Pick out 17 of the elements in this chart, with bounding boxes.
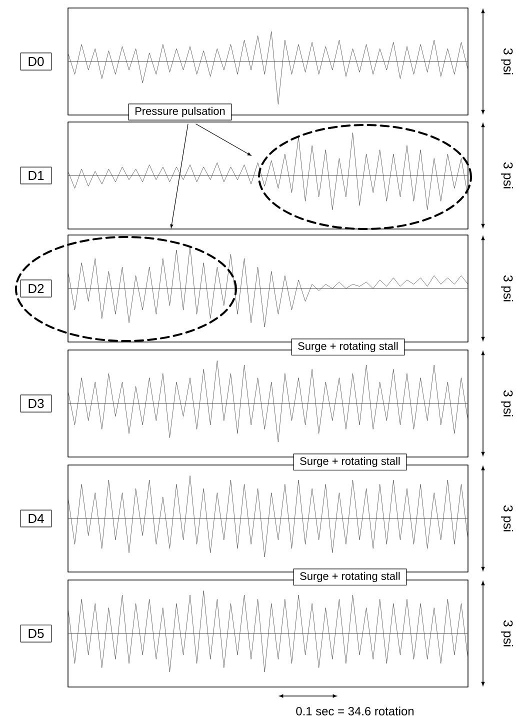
text: D0 [28,56,44,66]
text: D3 [28,398,44,408]
y2-axis-title: 3 psi [500,162,514,188]
text: Surge + rotating stall [300,456,400,468]
y2-axis-title: 3 psi [500,620,514,646]
text: D1 [28,171,44,180]
text: D4 [28,514,44,523]
y2-axis-title: 3 psi [500,275,514,302]
text: Pressure pulsation [136,106,225,118]
text: D2 [28,284,44,294]
y2-axis-title: 3 psi [500,505,514,532]
text: 0.1 sec = 34.6 rotation [296,706,414,716]
text: Surge + rotating stall [298,342,398,352]
y2-axis-title: 3 psi [500,390,514,416]
text: D5 [28,628,44,638]
y2-axis-title: 3 psi [500,48,514,74]
text: Surge + rotating stall [300,572,400,582]
